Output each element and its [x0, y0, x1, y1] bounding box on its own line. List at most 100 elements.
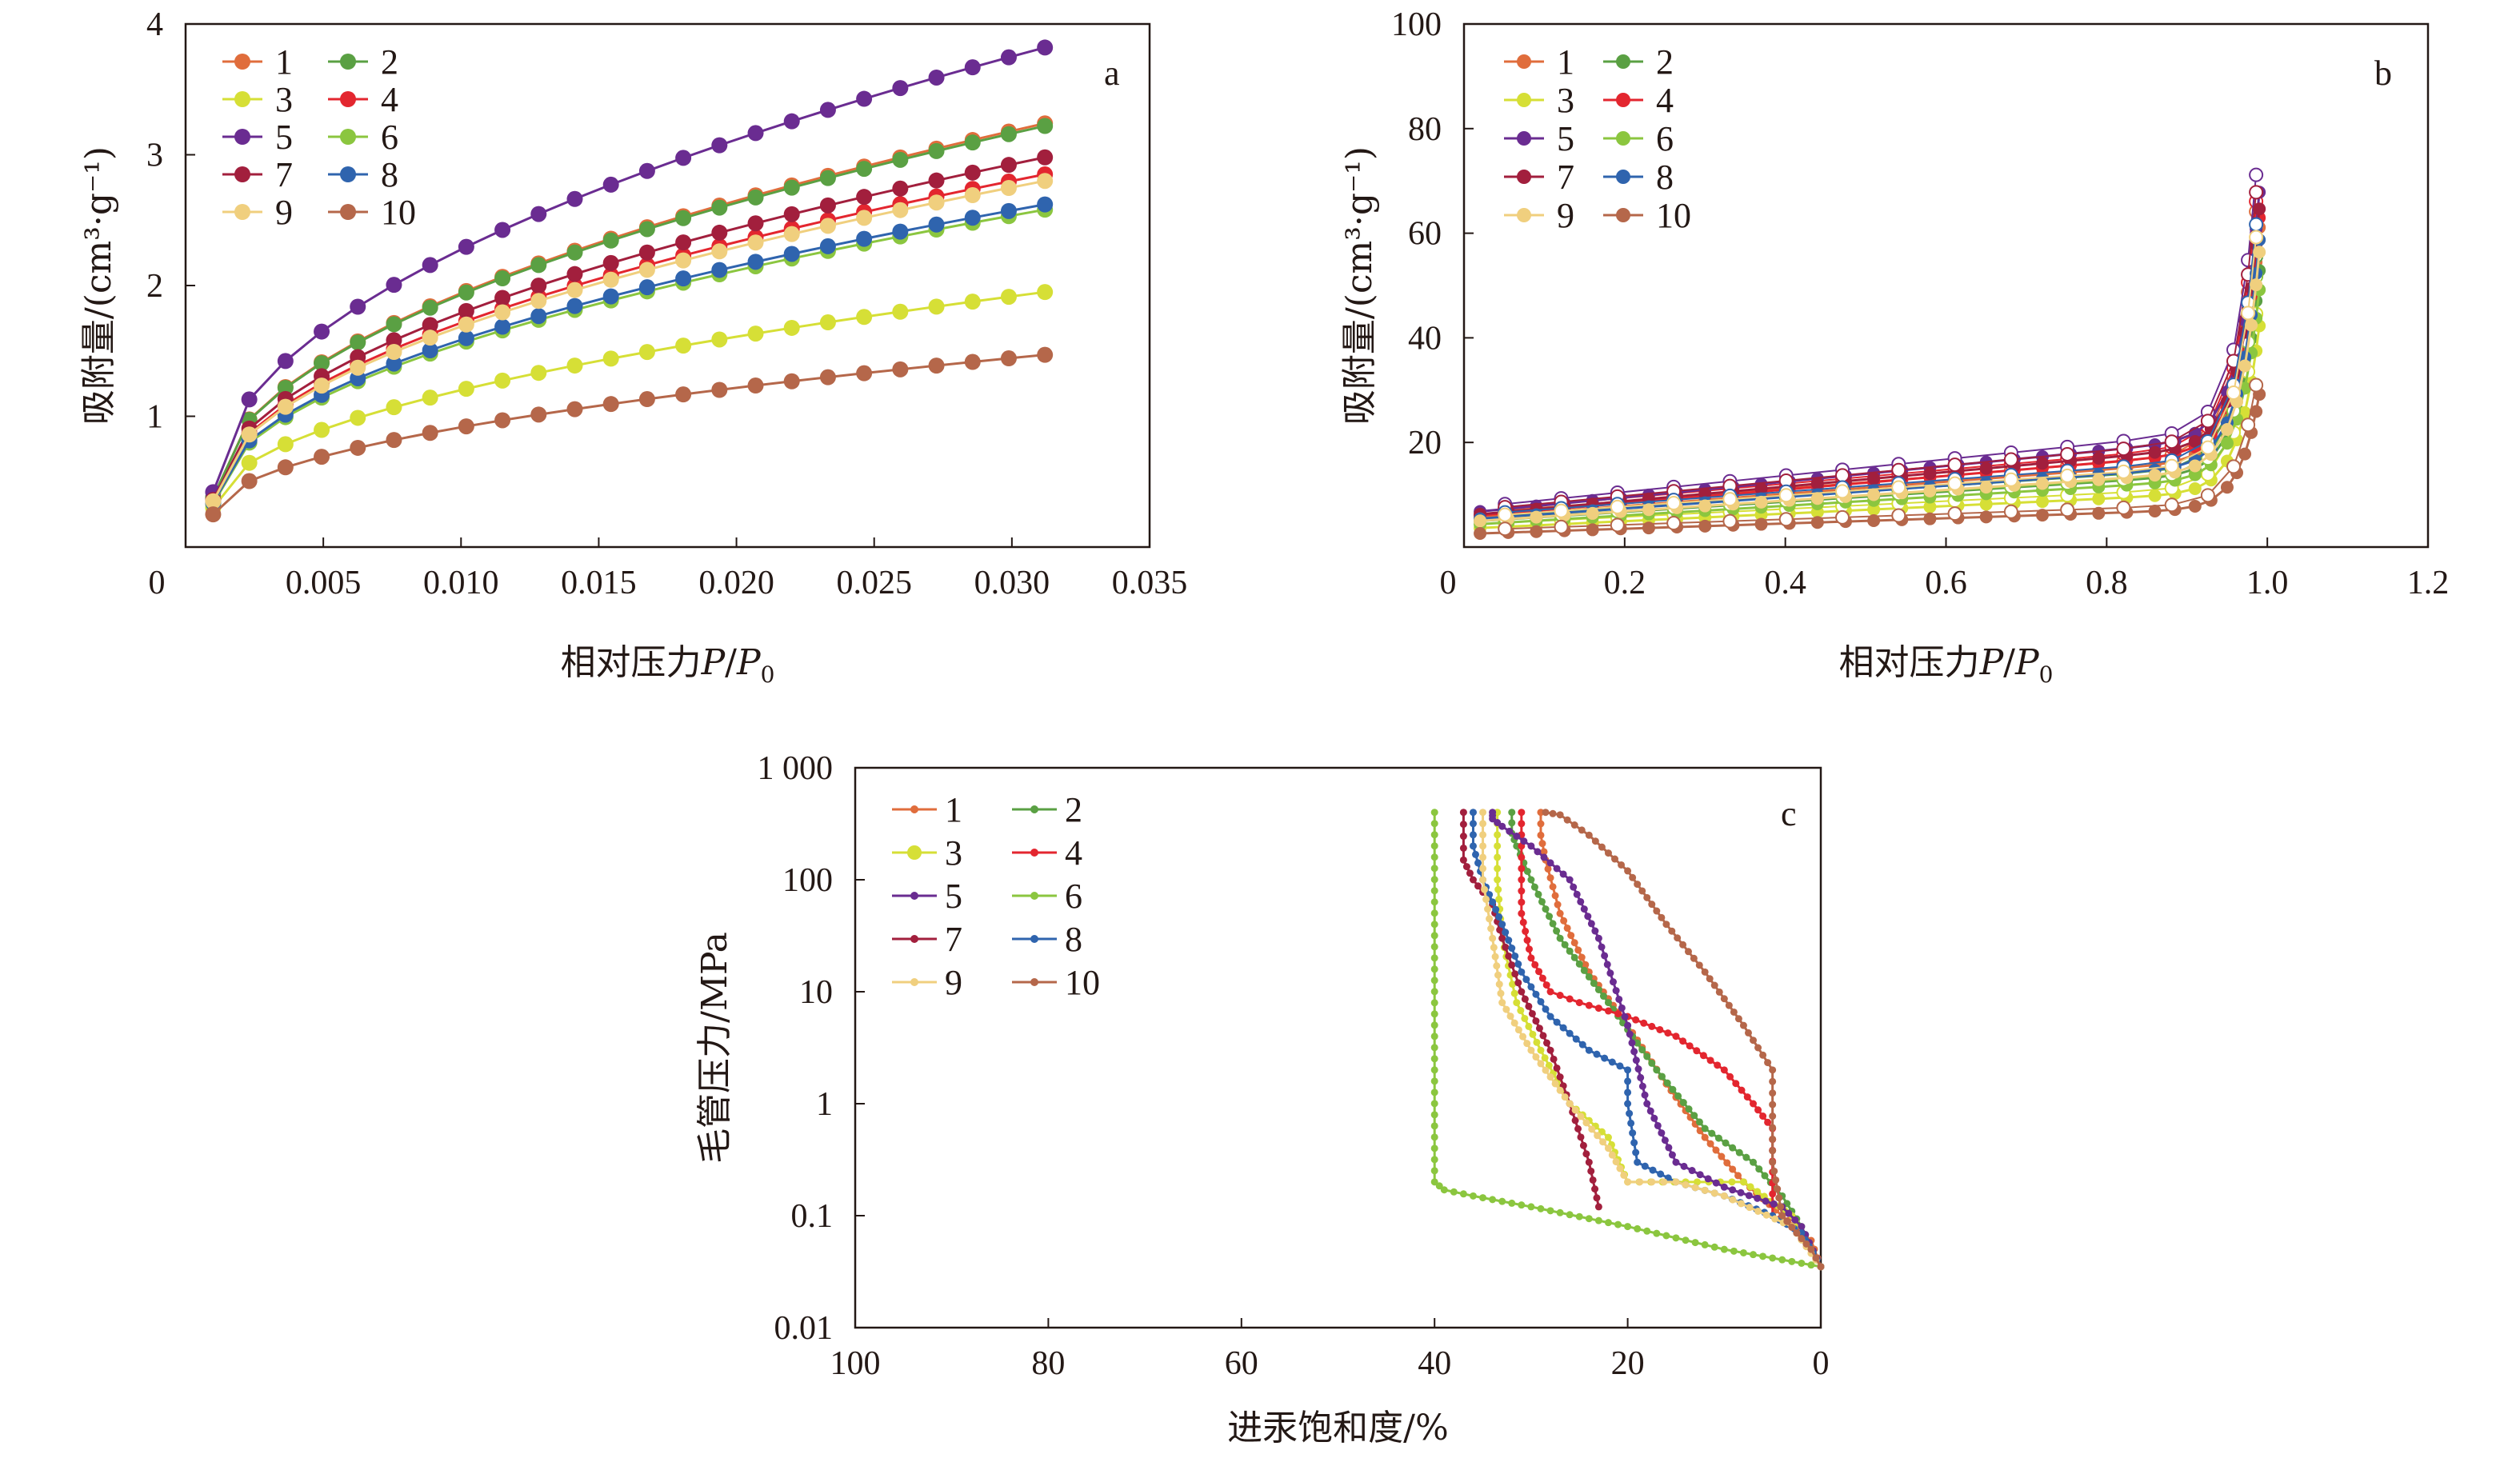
panel-b-point-10 — [2238, 447, 2252, 461]
legend-label-5: 5 — [275, 118, 293, 157]
panel-c-point-7 — [1535, 1025, 1543, 1033]
panel-a-point-10 — [205, 506, 222, 523]
panel-c-point-7 — [1508, 961, 1516, 969]
panel-c-point-6 — [1430, 1111, 1438, 1119]
panel-a-point-3 — [928, 298, 945, 315]
panel-c-point-6 — [1643, 1227, 1651, 1235]
panel-c-point-5 — [1513, 833, 1521, 841]
panel-b-point-9 — [2092, 473, 2106, 486]
panel-c-point-2 — [1722, 1139, 1730, 1147]
panel-c-ytick-label: 10 — [799, 974, 833, 1011]
panel-b-point-9 — [1474, 514, 1487, 528]
panel-c-point-4 — [1585, 1001, 1593, 1009]
panel-a-point-10 — [458, 418, 474, 435]
panel-b-ytick-label: 60 — [1408, 216, 1442, 253]
panel-c-point-2 — [1527, 876, 1535, 884]
panel-c-point-10 — [1604, 849, 1612, 857]
panel-c-point-8 — [1537, 997, 1545, 1005]
panel-c-point-6 — [1759, 1252, 1767, 1260]
panel-c-point-6 — [1430, 1167, 1438, 1175]
legend-label-3: 3 — [275, 80, 293, 119]
panel-b-open-point-9 — [1778, 488, 1794, 503]
panel-c-point-2 — [1523, 867, 1531, 875]
panel-c-point-1 — [1567, 932, 1575, 940]
panel-b-point-7 — [2253, 202, 2266, 216]
panel-c-point-9 — [1737, 1200, 1745, 1208]
panel-c-point-9 — [1710, 1189, 1718, 1197]
panel-b-point-10 — [1810, 516, 1824, 529]
panel-c-point-7 — [1459, 844, 1467, 852]
panel-c-point-10 — [1778, 1212, 1786, 1220]
panel-b-point-10 — [1979, 510, 1993, 524]
panel-c-point-8 — [1495, 913, 1503, 921]
panel-c-point-8 — [1649, 1166, 1657, 1174]
panel-a-line-1 — [212, 122, 1046, 498]
panel-c-point-5 — [1540, 853, 1548, 861]
panel-a-point-10 — [241, 473, 258, 489]
panel-c-point-4 — [1686, 1042, 1694, 1050]
panel-c-point-4 — [1632, 1016, 1640, 1024]
panel-a-point-3 — [566, 358, 583, 374]
panel-c-point-4 — [1750, 1100, 1758, 1108]
panel-c-point-5 — [1720, 1183, 1728, 1191]
panel-a-point-3 — [314, 421, 330, 438]
panel-c-point-9 — [1479, 809, 1487, 817]
panel-a-point-10 — [566, 401, 583, 417]
panel-c-point-10 — [1701, 968, 1709, 976]
panel-c-point-6 — [1634, 1224, 1642, 1232]
panel-a-point-7 — [422, 317, 438, 334]
panel-c-point-3 — [1513, 999, 1521, 1007]
panel-c-point-6 — [1566, 1211, 1574, 1219]
panel-c-point-6 — [1508, 1199, 1516, 1207]
panel-c-point-5 — [1566, 876, 1574, 884]
panel-c-point-5 — [1646, 1107, 1654, 1115]
panel-c-legend-marker-5 — [910, 892, 918, 900]
panel-a-point-7 — [602, 254, 619, 271]
panel-c-point-5 — [1630, 1048, 1638, 1056]
panel-c-frame — [854, 766, 1822, 1329]
panel-a-point-8 — [1037, 196, 1054, 213]
panel-c-series-9 — [1479, 809, 1825, 1271]
panel-c-point-5 — [1696, 1171, 1704, 1179]
panel-c-point-1 — [1718, 1152, 1726, 1160]
panel-b-open-point-9 — [2200, 440, 2215, 455]
panel-c-point-9 — [1479, 820, 1487, 828]
panel-c-point-6 — [1430, 842, 1438, 850]
panel-c-point-6 — [1518, 1201, 1526, 1209]
panel-a-point-10 — [422, 425, 438, 441]
panel-a-point-5 — [747, 125, 764, 142]
panel-b-desorption-7 — [1505, 192, 2258, 509]
panel-a-point-10 — [350, 439, 366, 456]
panel-c-point-9 — [1762, 1211, 1770, 1219]
panel-c-point-9 — [1479, 842, 1487, 850]
panel-b-open-point-7 — [2249, 185, 2264, 200]
panel-b-open-point-7 — [2200, 413, 2215, 429]
panel-b-point-3 — [1979, 497, 1993, 511]
panel-c-point-6 — [1430, 1021, 1438, 1029]
panel-a-point-8 — [422, 342, 438, 359]
panel-c-point-10 — [1739, 1021, 1747, 1029]
panel-a-point-10 — [675, 386, 692, 403]
panel-a-xtick-label: 0.030 — [974, 565, 1050, 601]
legend-marker-3 — [1517, 93, 1531, 107]
panel-c-point-4 — [1604, 1007, 1612, 1015]
panel-c-point-3 — [1494, 853, 1502, 861]
panel-a-point-5 — [241, 391, 258, 408]
panel-a-point-10 — [964, 354, 981, 370]
panel-c-point-10 — [1769, 1089, 1777, 1097]
panel-c-point-1 — [1701, 1133, 1709, 1141]
panel-b-frame — [1462, 22, 2430, 549]
panel-b-open-point-9 — [2116, 464, 2131, 479]
panel-c-point-6 — [1440, 1186, 1448, 1194]
panel-c-point-5 — [1704, 1175, 1712, 1183]
panel-c-legend-label-1: 1 — [945, 790, 962, 829]
panel-b-point-3 — [1867, 503, 1881, 517]
panel-c-point-2 — [1508, 809, 1516, 817]
panel-c-legend-label-5: 5 — [945, 877, 962, 916]
panel-c-point-2 — [1669, 1085, 1677, 1093]
panel-a-point-5 — [277, 353, 294, 369]
panel-c-point-9 — [1588, 1125, 1596, 1133]
panel-c-point-7 — [1587, 1167, 1595, 1175]
panel-a-ytick-label: 1 — [146, 399, 163, 436]
panel-c-point-10 — [1662, 921, 1670, 929]
